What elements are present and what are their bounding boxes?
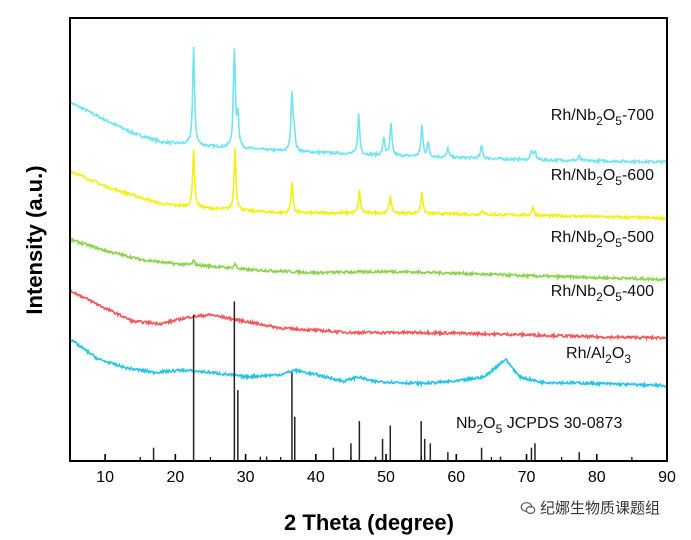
plot-lines <box>69 46 668 389</box>
x-tick-label: 60 <box>447 469 465 486</box>
series-label-0: Rh/Nb2O5-700 <box>551 107 654 128</box>
x-axis-label: 2 Theta (degree) <box>284 510 454 535</box>
series-label-3: Rh/Nb2O5-400 <box>551 283 654 304</box>
x-tick-label: 20 <box>166 469 184 486</box>
x-tick-label: 30 <box>237 469 255 486</box>
series-line-0 <box>69 46 668 166</box>
x-axis-ticks: 10 20 30 40 50 60 70 80 90 <box>96 454 676 486</box>
watermark-text: 纪娜生物质课题组 <box>540 499 661 517</box>
series-line-1 <box>69 147 668 222</box>
series-labels: Rh/Nb2O5-700 Rh/Nb2O5-600 Rh/Nb2O5-500 Rh/N… <box>456 107 654 436</box>
y-axis-label: Intensity (a.u.) <box>22 165 47 314</box>
x-tick-label: 10 <box>96 469 114 486</box>
series-line-4 <box>69 339 668 389</box>
series-line-3 <box>69 288 668 342</box>
series-label-4: Rh/Al2O3 <box>566 345 631 366</box>
plot-frame <box>69 17 668 462</box>
x-tick-label: 90 <box>658 469 676 486</box>
reference-sticks <box>152 301 580 461</box>
wechat-icon <box>520 501 536 514</box>
series-label-2: Rh/Nb2O5-500 <box>551 229 654 250</box>
x-tick-label: 80 <box>588 469 606 486</box>
x-tick-label: 70 <box>518 469 536 486</box>
x-tick-label: 40 <box>307 469 325 486</box>
x-tick-label: 50 <box>377 469 395 486</box>
reference-label: Nb2O5 JCPDS 30-0873 <box>456 415 622 436</box>
series-line-2 <box>69 237 668 282</box>
watermark: 纪娜生物质课题组 <box>520 497 660 518</box>
series-label-1: Rh/Nb2O5-600 <box>551 167 654 188</box>
